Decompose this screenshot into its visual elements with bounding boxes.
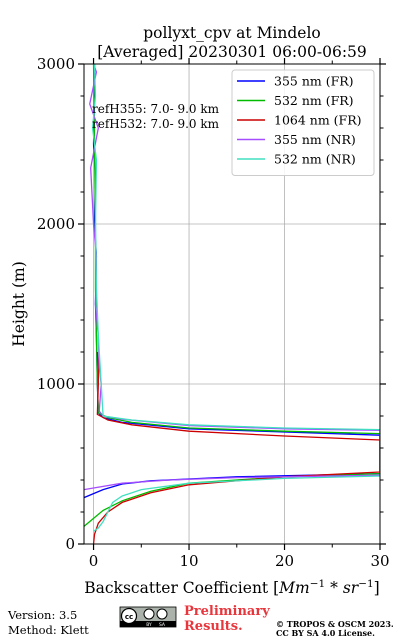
cc-license-logo: cc BY SA bbox=[119, 606, 177, 628]
y-tick-label: 0 bbox=[65, 535, 75, 553]
svg-text:cc: cc bbox=[125, 613, 133, 621]
preliminary-results-line2: Results. bbox=[184, 619, 243, 634]
plot-frame bbox=[83, 63, 381, 545]
legend-label: 355 nm (NR) bbox=[274, 132, 356, 147]
y-axis-label: Height (m) bbox=[10, 261, 28, 347]
legend-label: 1064 nm (FR) bbox=[274, 113, 362, 128]
y-tick-label: 1000 bbox=[37, 375, 75, 393]
preliminary-results-line1: Preliminary bbox=[184, 604, 270, 619]
legend-label: 532 nm (FR) bbox=[274, 93, 354, 108]
x-axis-label: Backscatter Coefficient [Mm−1 * sr−1] bbox=[84, 578, 379, 597]
x-tick-label: 10 bbox=[179, 552, 198, 570]
chart-title-line1: pollyxt_cpv at Mindelo bbox=[143, 24, 321, 42]
legend: 355 nm (FR) 532 nm (FR) 1064 nm (FR) 355 nm… bbox=[231, 69, 375, 176]
svg-text:SA: SA bbox=[159, 622, 166, 628]
copyright-line2: CC BY SA 4.0 License. bbox=[276, 628, 375, 638]
legend-box bbox=[231, 69, 375, 176]
x-tick-label: 30 bbox=[370, 552, 389, 570]
series-line-4 bbox=[84, 64, 380, 491]
axes-layer: 0 10 20 30 0 1000 2000 3000 bbox=[37, 55, 390, 570]
legend-label: 355 nm (FR) bbox=[274, 74, 354, 89]
legend-label: 532 nm (NR) bbox=[274, 152, 356, 167]
annotation-text: refH355: 7.0- 9.0 km bbox=[92, 102, 220, 116]
y-tick-label: 2000 bbox=[37, 215, 75, 233]
method-text: Method: Klett bbox=[8, 623, 89, 637]
y-tick-label: 3000 bbox=[37, 55, 75, 73]
chart-title-line2: [Averaged] 20230301 06:00-06:59 bbox=[97, 43, 367, 61]
x-tick-label: 20 bbox=[275, 552, 294, 570]
series-layer bbox=[84, 64, 380, 544]
version-text: Version: 3.5 bbox=[7, 608, 77, 622]
x-tick-label: 0 bbox=[89, 552, 99, 570]
svg-text:BY: BY bbox=[146, 622, 152, 628]
copyright-line1: © TROPOS & OSCM 2023. bbox=[276, 619, 394, 629]
series-line-5 bbox=[91, 64, 380, 532]
series-line-3 bbox=[92, 351, 380, 544]
annotation-text: refH532: 7.0- 9.0 km bbox=[92, 117, 220, 131]
